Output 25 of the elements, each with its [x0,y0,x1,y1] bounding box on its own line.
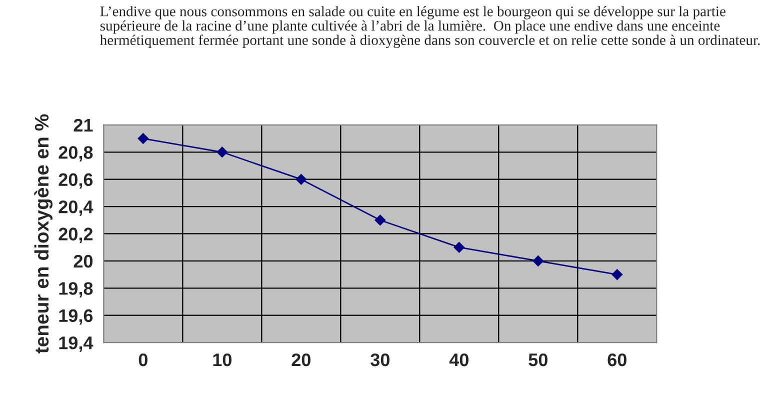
y-axis-title: teneur en dioxygène en % [34,114,53,354]
x-tick-label: 60 [608,353,626,366]
point [454,242,465,253]
y-tick-label: 20 [74,254,93,268]
x-tick-label: 0 [138,353,148,366]
point [138,133,149,144]
x-tick-label: 30 [370,353,390,366]
point [612,269,623,280]
x-tick-label: 50 [528,353,548,366]
y-tick-label: 19,4 [59,336,94,352]
y-tick-label: 20,4 [58,200,94,216]
y-tick-label: 19,6 [59,309,93,325]
point [216,146,228,158]
point [374,214,386,226]
x-tick-label: 40 [449,353,468,366]
y-tick-label: 21 [74,118,93,132]
point [532,256,544,266]
x-tick-label: 20 [292,353,310,366]
y-tick-label: 19,8 [59,282,93,298]
text: L’endive que nous consommons en salade ou cuite en légume est le bourgeon qui se développe sur la partie supérieure de la racine d’une plante cultivée à l’abri de la lumière. On place une endive dans une enceinte hermétiquement fermée portant une sonde à dioxygène dans son couvercle et on relie cette sonde à un ordinateur. [100,6,760,48]
y-tick-label: 20,6 [58,173,93,189]
x-tick-label: 10 [213,353,232,366]
y-tick-label: 20,8 [58,146,93,162]
y-tick-label: 20,2 [58,228,93,244]
point [296,174,307,185]
